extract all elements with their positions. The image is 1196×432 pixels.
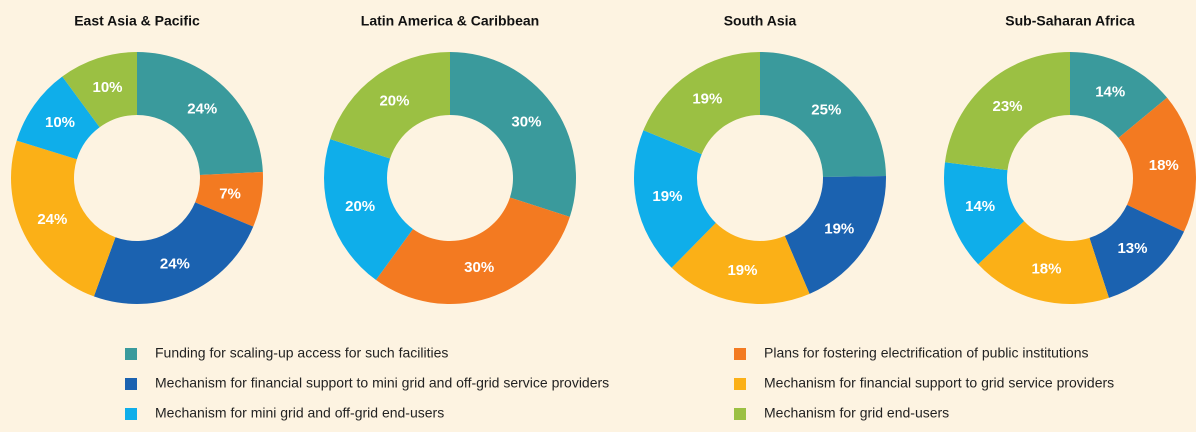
data-label: 18%	[1031, 260, 1061, 277]
data-label: 14%	[1095, 83, 1125, 100]
legend-swatch	[734, 408, 746, 420]
donut-slice	[375, 197, 570, 304]
legend-label: Mechanism for financial support to mini …	[155, 375, 609, 391]
data-label: 7%	[219, 185, 241, 202]
donut-slice	[944, 52, 1070, 171]
legend-label: Funding for scaling-up access for such f…	[155, 345, 448, 361]
data-label: 19%	[692, 90, 722, 107]
legend-label: Mechanism for grid end-users	[764, 405, 949, 421]
donut-slice	[1118, 97, 1196, 232]
data-label: 20%	[379, 93, 409, 110]
data-label: 23%	[992, 98, 1022, 115]
legend-swatch	[125, 378, 137, 390]
data-label: 10%	[92, 79, 122, 96]
chart-title: Sub-Saharan Africa	[1005, 13, 1135, 29]
chart-title: Latin America & Caribbean	[361, 13, 539, 29]
donut-slice	[330, 52, 450, 159]
data-label: 14%	[965, 198, 995, 215]
data-label: 13%	[1117, 240, 1147, 257]
donut-slice	[195, 172, 263, 227]
legend-swatch	[125, 408, 137, 420]
donut-slice	[760, 52, 886, 178]
legend-swatch	[734, 378, 746, 390]
data-label: 10%	[45, 114, 75, 131]
donut-slice	[634, 130, 716, 268]
legend-swatch	[734, 348, 746, 360]
legend-swatch	[125, 348, 137, 360]
donut-slice	[137, 52, 263, 176]
donut-slice	[1070, 52, 1168, 138]
donut-slice	[16, 76, 100, 160]
data-label: 19%	[727, 262, 757, 279]
data-label: 19%	[652, 188, 682, 205]
legend-label: Plans for fostering electrification of p…	[764, 345, 1089, 361]
data-label: 24%	[160, 256, 190, 273]
donut-slice	[671, 222, 810, 304]
legend-label: Mechanism for financial support to grid …	[764, 375, 1114, 391]
donut-slice	[944, 162, 1025, 265]
data-label: 20%	[345, 198, 375, 215]
donut-slice	[643, 52, 760, 155]
data-label: 30%	[464, 259, 494, 276]
data-label: 25%	[811, 102, 841, 119]
donut-slice	[93, 202, 254, 304]
donut-slice	[11, 140, 116, 297]
data-label: 24%	[37, 211, 67, 228]
donut-slice	[1089, 204, 1185, 298]
data-label: 24%	[187, 101, 217, 118]
data-label: 19%	[824, 220, 854, 237]
data-label: 30%	[511, 113, 541, 130]
chart-title: East Asia & Pacific	[74, 13, 200, 29]
legend-label: Mechanism for mini grid and off-grid end…	[155, 405, 444, 421]
data-label: 18%	[1149, 157, 1179, 174]
donut-slice	[450, 52, 576, 217]
donut-slice	[62, 52, 137, 128]
donut-slice	[978, 221, 1109, 304]
donut-slice	[784, 176, 886, 294]
donut-slice	[324, 139, 413, 280]
chart-title: South Asia	[724, 13, 797, 29]
